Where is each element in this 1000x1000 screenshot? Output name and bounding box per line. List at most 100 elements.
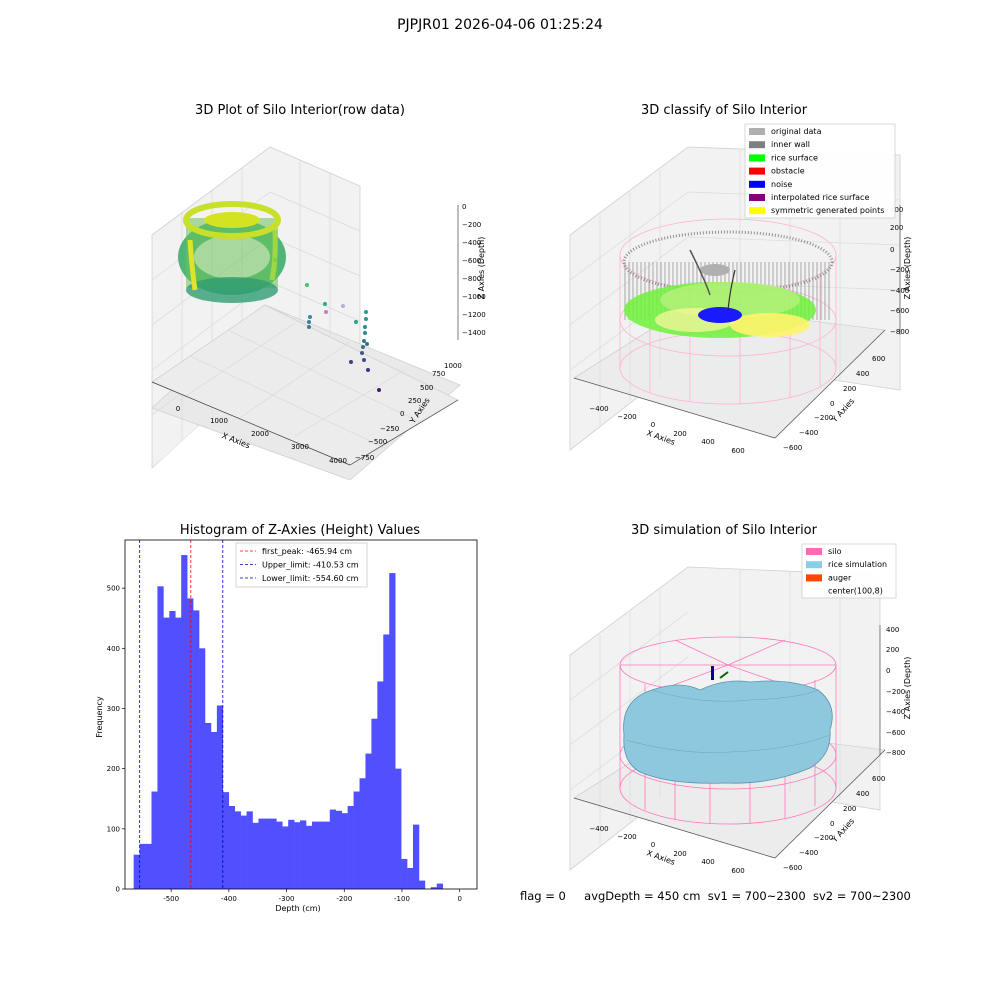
classify-ztick: 400 <box>890 206 903 214</box>
raw-ztick: −1400 <box>462 329 486 337</box>
figure-title: PJPJR01 2026-04-06 01:25:24 <box>397 17 603 33</box>
sv2-text: sv2 = 700~2300 <box>812 889 911 903</box>
raw-point-cloud <box>178 201 286 303</box>
histogram-xlabel: Depth (cm) <box>275 904 320 913</box>
classify-xtick: 200 <box>673 430 686 438</box>
simulation-legend-swatch <box>806 548 822 555</box>
histogram-bar <box>341 813 348 889</box>
histogram-bar <box>413 824 420 889</box>
classify-ztick: 200 <box>890 224 903 232</box>
simulation-xtick: 200 <box>673 850 686 858</box>
histogram-bar <box>311 821 319 889</box>
simulation-ytick: 200 <box>843 805 856 813</box>
histogram-bar <box>270 818 277 889</box>
histogram-bar <box>377 681 384 889</box>
classify-legend-swatch <box>749 180 765 188</box>
classify-xtick: 0 <box>651 421 655 429</box>
simulation-ztick: −200 <box>886 688 905 696</box>
histogram-axes: -500 -400 -300 -200 -100 0 0 100 200 300 400 500 <box>107 539 478 903</box>
avg-depth-text: avgDepth = 450 cm <box>584 889 701 903</box>
histogram-title: Histogram of Z-Axies (Height) Values <box>179 523 421 538</box>
histogram-bar <box>401 858 408 889</box>
histogram-bar <box>353 791 360 889</box>
histogram-chart: -500 -400 -300 -200 -100 0 0 100 200 300 400 500 De… <box>95 539 478 913</box>
raw-zlabel: Z Axies (Depth) <box>477 237 486 300</box>
simulation-ztick: −400 <box>886 708 905 716</box>
raw-ztick: −1000 <box>462 293 486 301</box>
classify-xlabel: X Axies <box>645 428 676 447</box>
histogram-bar <box>151 791 158 889</box>
histogram-bar <box>181 555 188 889</box>
raw-ytick: 1000 <box>444 362 462 370</box>
classify-ztick: −400 <box>890 287 909 295</box>
classify-legend-swatch <box>749 167 765 175</box>
raw-3d-plot: 0 1000 2000 3000 4000 1000 750 500 250 0… <box>151 146 486 480</box>
histogram-bar <box>371 718 378 889</box>
classify-legend: original data inner wall rice surface obsta… <box>744 123 896 219</box>
classify-legend-swatch <box>749 207 765 215</box>
histogram-bar <box>163 617 170 889</box>
histogram-bar <box>430 887 438 889</box>
histogram-ytick-label: 0 <box>116 886 120 894</box>
histogram-bar <box>157 586 164 889</box>
classify-ytick: 0 <box>830 400 834 408</box>
histogram-bar <box>175 617 182 889</box>
raw-y-ticks: 1000 750 500 250 0 −250 −500 −750 <box>355 362 462 462</box>
histogram-frame <box>124 539 478 890</box>
histogram-threshold-lines <box>139 540 224 889</box>
raw-z-ticks: 0 −200 −400 −600 −800 −1000 −1200 −1400 <box>462 203 486 337</box>
histogram-bar <box>436 883 444 889</box>
classify-ytick: −200 <box>814 414 833 422</box>
classify-z-ticks: 400 200 0 −200 −400 −600 −800 <box>890 206 909 336</box>
classify-xtick: −200 <box>617 413 636 421</box>
classify-legend-label: symmetric generated points <box>771 206 884 215</box>
histogram-legend-label: Upper_limit: -410.53 cm <box>262 561 359 570</box>
histogram-ylabel: Frequency <box>95 696 104 738</box>
raw-ytick: −250 <box>380 425 399 433</box>
histogram-bar <box>258 818 265 889</box>
classify-xtick: 400 <box>701 438 714 446</box>
raw-ytick: 0 <box>400 410 404 418</box>
classify-ztick: −800 <box>890 328 909 336</box>
histogram-bar <box>216 705 224 889</box>
classify-legend-swatch <box>749 194 765 201</box>
simulation-legend: silo rice simulation auger center(100,8) <box>801 543 897 599</box>
classify-xtick: −400 <box>589 405 608 413</box>
classify-legend-label: inner wall <box>771 140 810 149</box>
simulation-ytick: −200 <box>814 834 833 842</box>
histogram-xtick-label: -400 <box>221 895 237 903</box>
simulation-ztick: 0 <box>886 667 890 675</box>
raw-plot-title: 3D Plot of Silo Interior(row data) <box>195 103 405 118</box>
classify-legend-label: rice surface <box>771 153 818 162</box>
classify-legend-label: noise <box>771 180 792 189</box>
histogram-bar <box>306 825 313 889</box>
simulation-legend-swatch <box>806 574 822 582</box>
histogram-bar <box>199 648 206 889</box>
classify-x-ticks: −400 −200 0 200 400 600 <box>589 405 744 455</box>
classify-ytick: −400 <box>799 429 818 437</box>
histogram-xtick-label: -300 <box>279 895 295 903</box>
histogram-bar <box>139 843 146 889</box>
raw-ytick: 500 <box>420 384 433 392</box>
histogram-bar <box>228 805 235 889</box>
classify-zlabel: Z Axies (Depth) <box>903 237 912 300</box>
raw-ytick: 250 <box>408 397 421 405</box>
classify-3d-plot: −400 −200 0 200 400 600 600 400 200 0 −2… <box>569 123 912 455</box>
histogram-xtick-label: -500 <box>163 895 179 903</box>
classify-legend-label: original data <box>771 127 822 136</box>
raw-outlier-points <box>273 258 381 392</box>
simulation-ztick: −800 <box>886 749 905 757</box>
simulation-zlabel: Z Axies (Depth) <box>903 657 912 720</box>
histogram-ytick-label: 300 <box>107 705 120 713</box>
simulation-legend-swatch <box>806 561 822 569</box>
histogram-bar <box>252 822 259 889</box>
histogram-legend-label: first_peak: -465.94 cm <box>262 547 352 556</box>
histogram-bar <box>294 822 301 889</box>
histogram-bar <box>383 634 390 889</box>
histogram-bar <box>347 805 354 889</box>
histogram-bar <box>365 753 372 889</box>
classify-ytick: −600 <box>783 444 802 452</box>
classify-ytick: 400 <box>856 370 869 378</box>
histogram-bar <box>407 867 414 889</box>
simulation-legend-label: center(100,8) <box>828 587 883 596</box>
